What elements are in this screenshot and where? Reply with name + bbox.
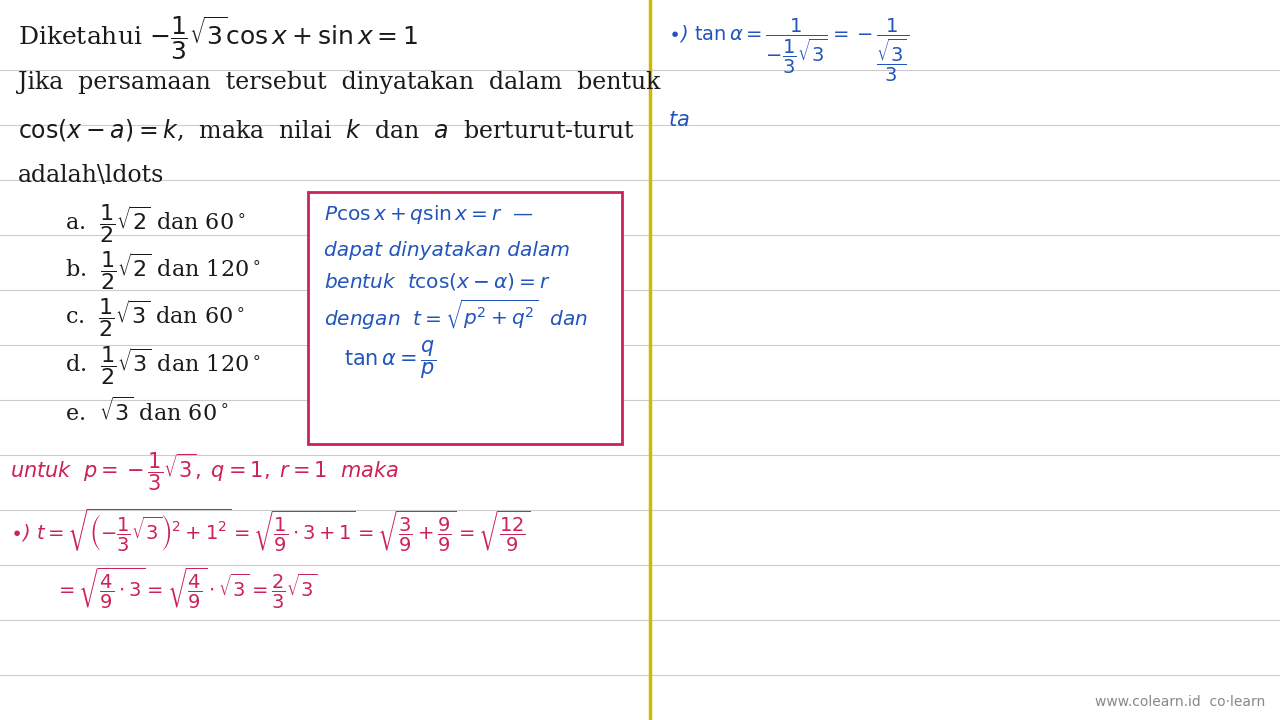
Text: $ta$: $ta$ [668,110,690,130]
Text: Diketahui $-\dfrac{1}{3}\sqrt{3}\cos x + \sin x = 1$: Diketahui $-\dfrac{1}{3}\sqrt{3}\cos x +… [18,14,419,62]
Text: dapat dinyatakan dalam: dapat dinyatakan dalam [324,240,570,259]
Text: bentuk  $t\cos(x-\alpha) = r$: bentuk $t\cos(x-\alpha) = r$ [324,271,550,292]
Text: $= \sqrt{\dfrac{4}{9}\cdot 3} = \sqrt{\dfrac{4}{9}}\cdot\sqrt{3} = \dfrac{2}{3}\: $= \sqrt{\dfrac{4}{9}\cdot 3} = \sqrt{\d… [55,565,317,611]
Text: $P\cos x + q\sin x = r$  —: $P\cos x + q\sin x = r$ — [324,204,534,227]
Text: Jika  persamaan  tersebut  dinyatakan  dalam  bentuk: Jika persamaan tersebut dinyatakan dalam… [18,71,660,94]
Text: e.  $\sqrt{3}$ dan 60$^\circ$: e. $\sqrt{3}$ dan 60$^\circ$ [65,397,229,426]
Text: adalah\ldots: adalah\ldots [18,163,164,186]
Text: c.  $\dfrac{1}{2}\sqrt{3}$ dan 60$^\circ$: c. $\dfrac{1}{2}\sqrt{3}$ dan 60$^\circ$ [65,297,244,339]
Text: a.  $\dfrac{1}{2}\sqrt{2}$ dan 60$^\circ$: a. $\dfrac{1}{2}\sqrt{2}$ dan 60$^\circ$ [65,202,246,246]
Text: d.  $\dfrac{1}{2}\sqrt{3}$ dan 120$^\circ$: d. $\dfrac{1}{2}\sqrt{3}$ dan 120$^\circ… [65,345,261,387]
Text: $\tan\alpha = \dfrac{q}{p}$: $\tan\alpha = \dfrac{q}{p}$ [344,338,436,382]
Text: $\bullet$) $\tan\alpha = \dfrac{1}{-\dfrac{1}{3}\sqrt{3}} = -\dfrac{1}{\dfrac{\s: $\bullet$) $\tan\alpha = \dfrac{1}{-\dfr… [668,17,910,84]
Text: b.  $\dfrac{1}{2}\sqrt{2}$ dan 120$^\circ$: b. $\dfrac{1}{2}\sqrt{2}$ dan 120$^\circ… [65,250,261,292]
Text: www.colearn.id  co·learn: www.colearn.id co·learn [1094,695,1265,709]
Text: $\cos(x - a) = k$,  maka  nilai  $k$  dan  $a$  berturut-turut: $\cos(x - a) = k$, maka nilai $k$ dan $a… [18,117,635,143]
Text: $\bullet$) $t = \sqrt{\left(-\dfrac{1}{3}\sqrt{3}\right)^2 + 1^2} = \sqrt{\dfrac: $\bullet$) $t = \sqrt{\left(-\dfrac{1}{3… [10,506,531,554]
Text: dengan  $t = \sqrt{p^2+q^2}$  dan: dengan $t = \sqrt{p^2+q^2}$ dan [324,298,588,332]
Text: untuk  $p = -\dfrac{1}{3}\sqrt{3},\; q=1,\; r=1$  maka: untuk $p = -\dfrac{1}{3}\sqrt{3},\; q=1,… [10,451,399,493]
FancyBboxPatch shape [308,192,622,444]
